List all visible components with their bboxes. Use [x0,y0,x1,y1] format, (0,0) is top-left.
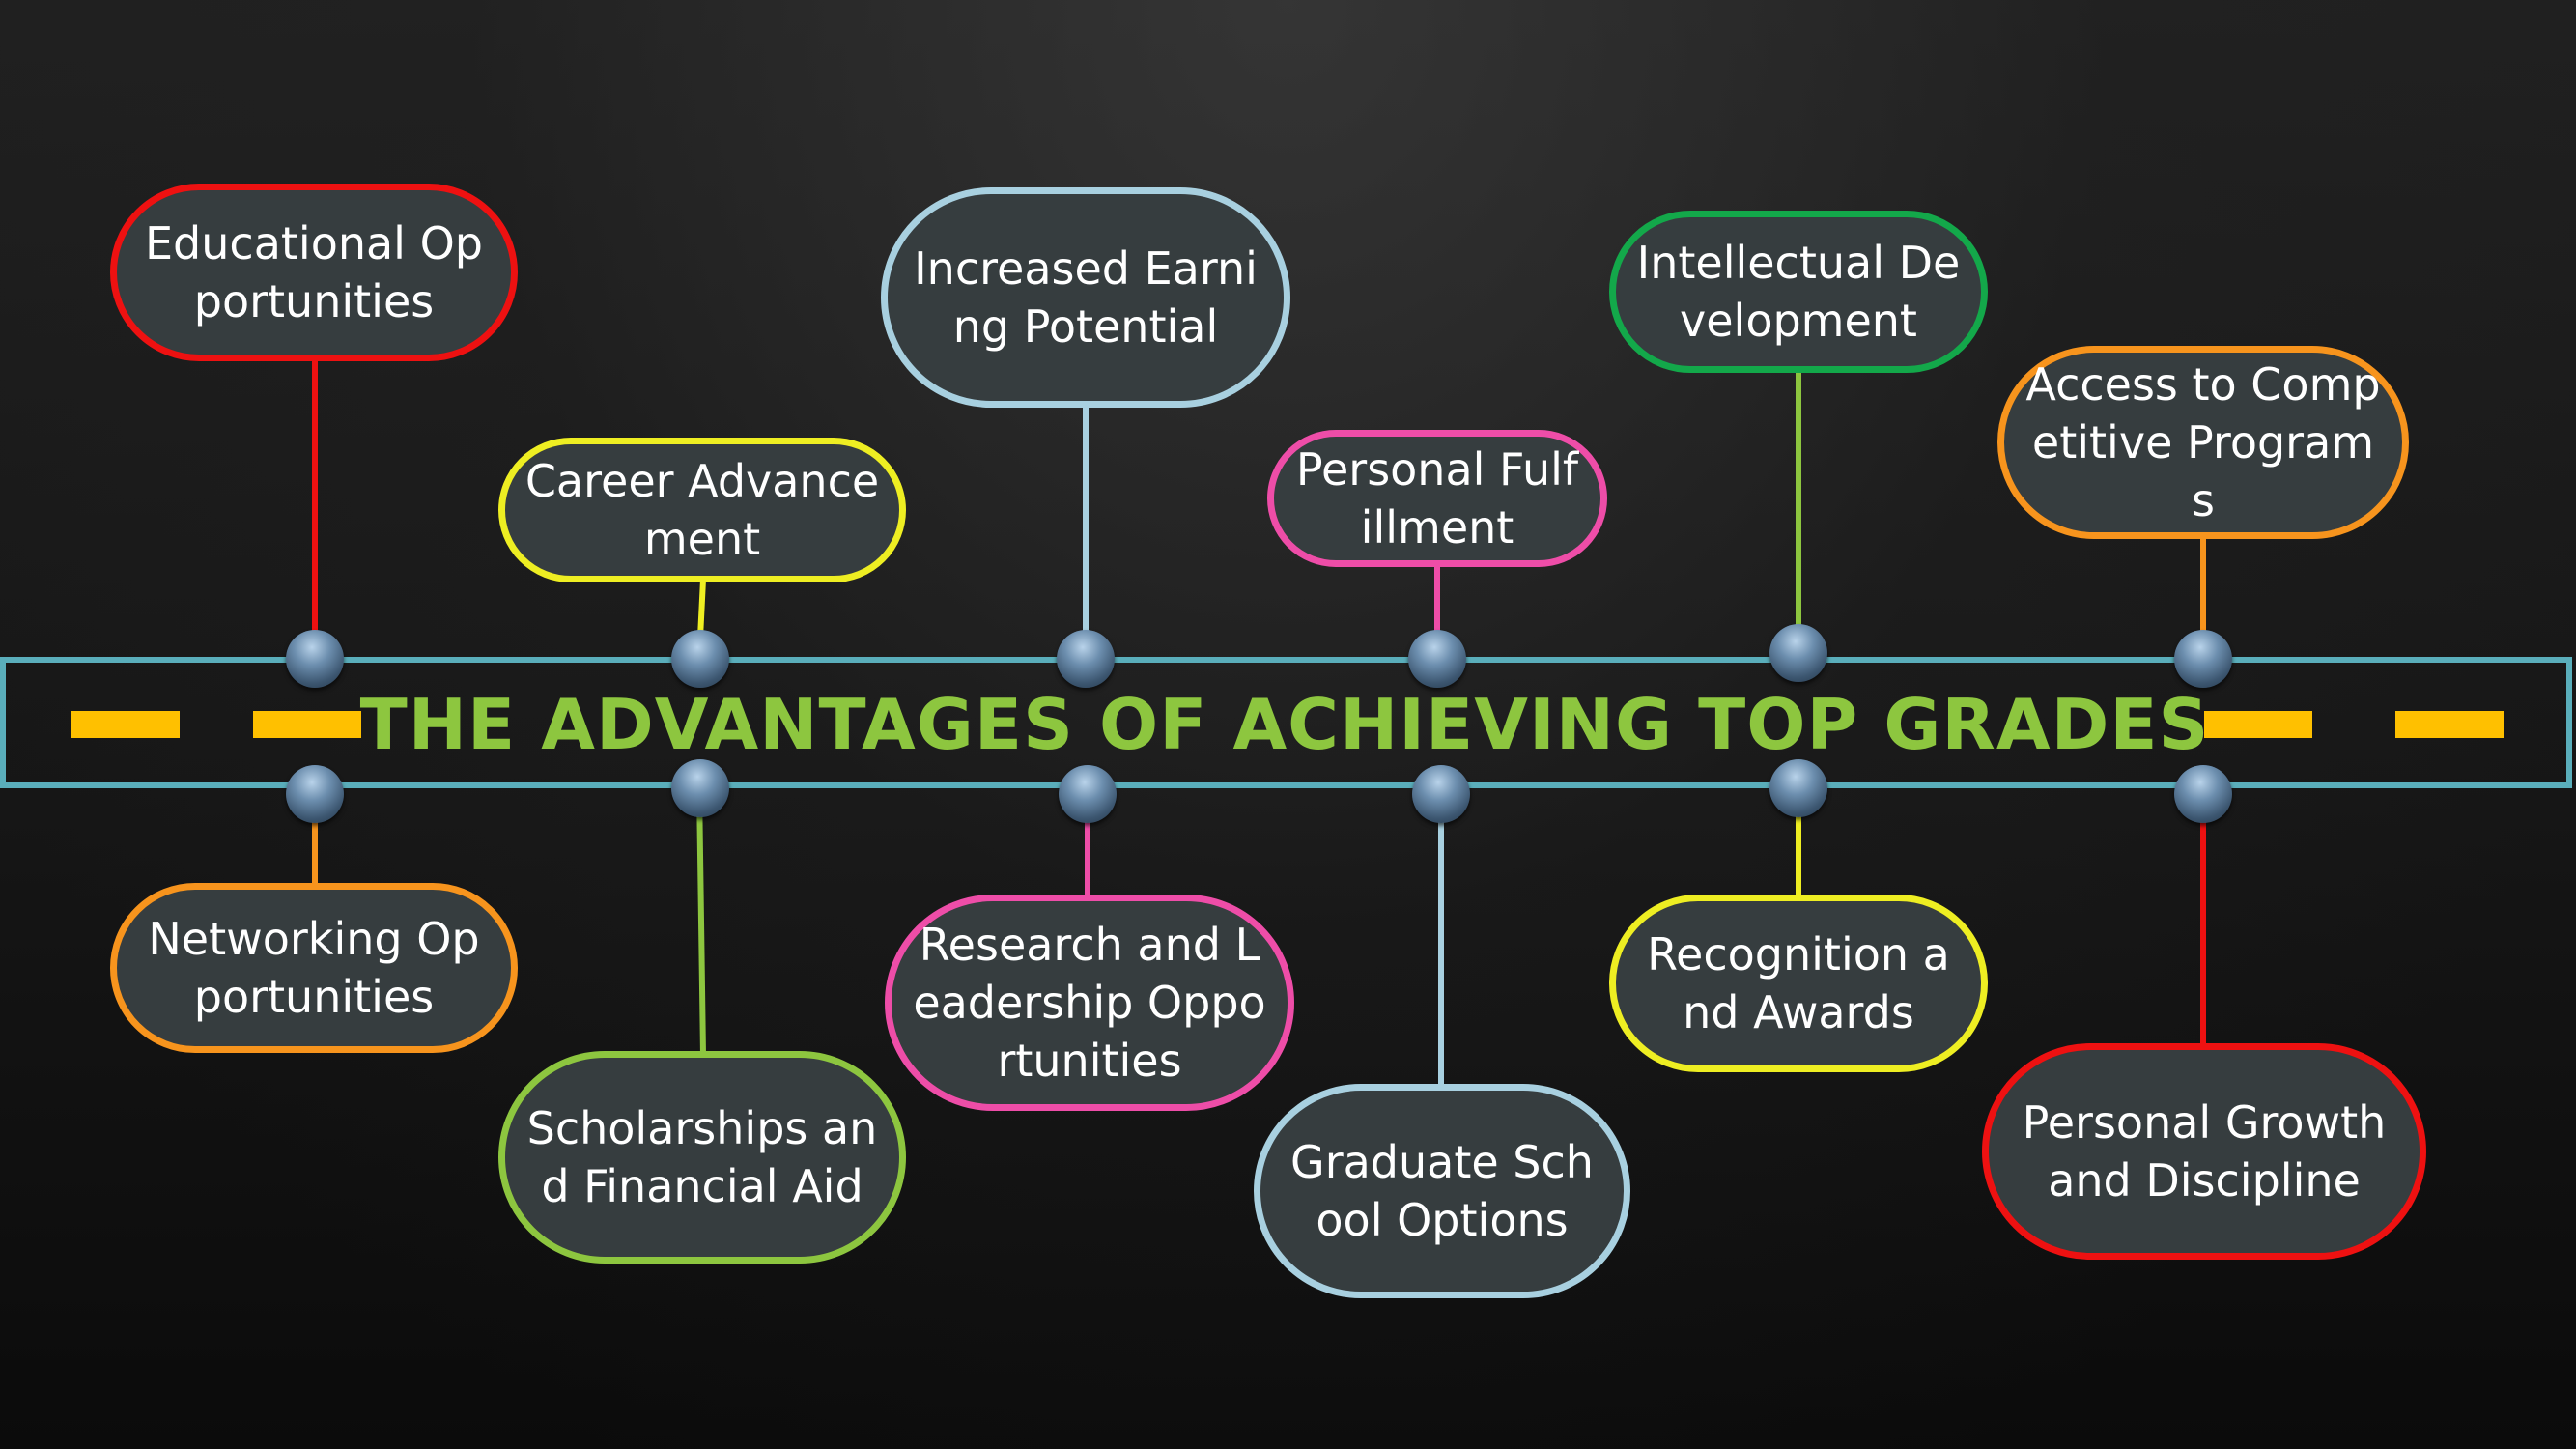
bead-bottom-1 [286,765,344,823]
node-scholarships-financial-aid: Scholarships and Financial Aid [498,1051,906,1264]
node-label: Educational Opportunities [144,217,483,327]
node-label: Intellectual Development [1636,237,1961,347]
bead-bottom-2 [671,759,729,817]
node-increased-earning-potential: Increased Earning Potential [881,187,1290,408]
node-research-leadership-opportunities: Research and Leadership Opportunities [885,895,1294,1111]
node-educational-opportunities: Educational Opportunities [110,184,518,361]
right-dash-inner [2204,711,2312,738]
bead-top-4 [1408,630,1466,688]
node-label: Personal Growth and Discipline [2022,1096,2387,1207]
bead-top-1 [286,630,344,688]
node-label: Recognition and Awards [1647,928,1950,1038]
node-recognition-awards: Recognition and Awards [1609,895,1988,1072]
connector-scholarships [696,787,706,1056]
left-dash-inner [253,711,361,738]
bead-top-2 [671,630,729,688]
node-graduate-school-options: Graduate School Options [1254,1084,1630,1298]
bead-top-5 [1769,624,1827,682]
bead-top-6 [2174,630,2232,688]
node-access-competitive-programs: Access to Competitive Programs [1997,346,2409,539]
node-label: Career Advancement [524,455,880,565]
node-label: Increased Earning Potential [914,242,1258,353]
bead-top-3 [1057,630,1115,688]
node-networking-opportunities: Networking Opportunities [110,883,518,1053]
node-personal-growth-discipline: Personal Growth and Discipline [1982,1043,2426,1260]
bead-bottom-5 [1769,759,1827,817]
node-label: Access to Competitive Programs [2025,358,2381,526]
node-career-advancement: Career Advancement [498,438,906,582]
node-label: Research and Leadership Opportunities [913,919,1266,1087]
bead-bottom-6 [2174,765,2232,823]
diagram-title: THE ADVANTAGES OF ACHIEVING TOP GRADES [359,684,2210,765]
left-dash-outer [71,711,180,738]
title-band [0,657,2572,788]
node-label: Networking Opportunities [148,913,480,1023]
node-label: Scholarships and Financial Aid [526,1102,878,1212]
bead-bottom-4 [1412,765,1470,823]
bead-bottom-3 [1059,765,1117,823]
right-dash-outer [2395,711,2504,738]
node-intellectual-development: Intellectual Development [1609,211,1988,373]
node-label: Personal Fulfillment [1295,443,1579,554]
node-label: Graduate School Options [1290,1136,1594,1246]
node-personal-fulfillment: Personal Fulfillment [1267,430,1607,567]
